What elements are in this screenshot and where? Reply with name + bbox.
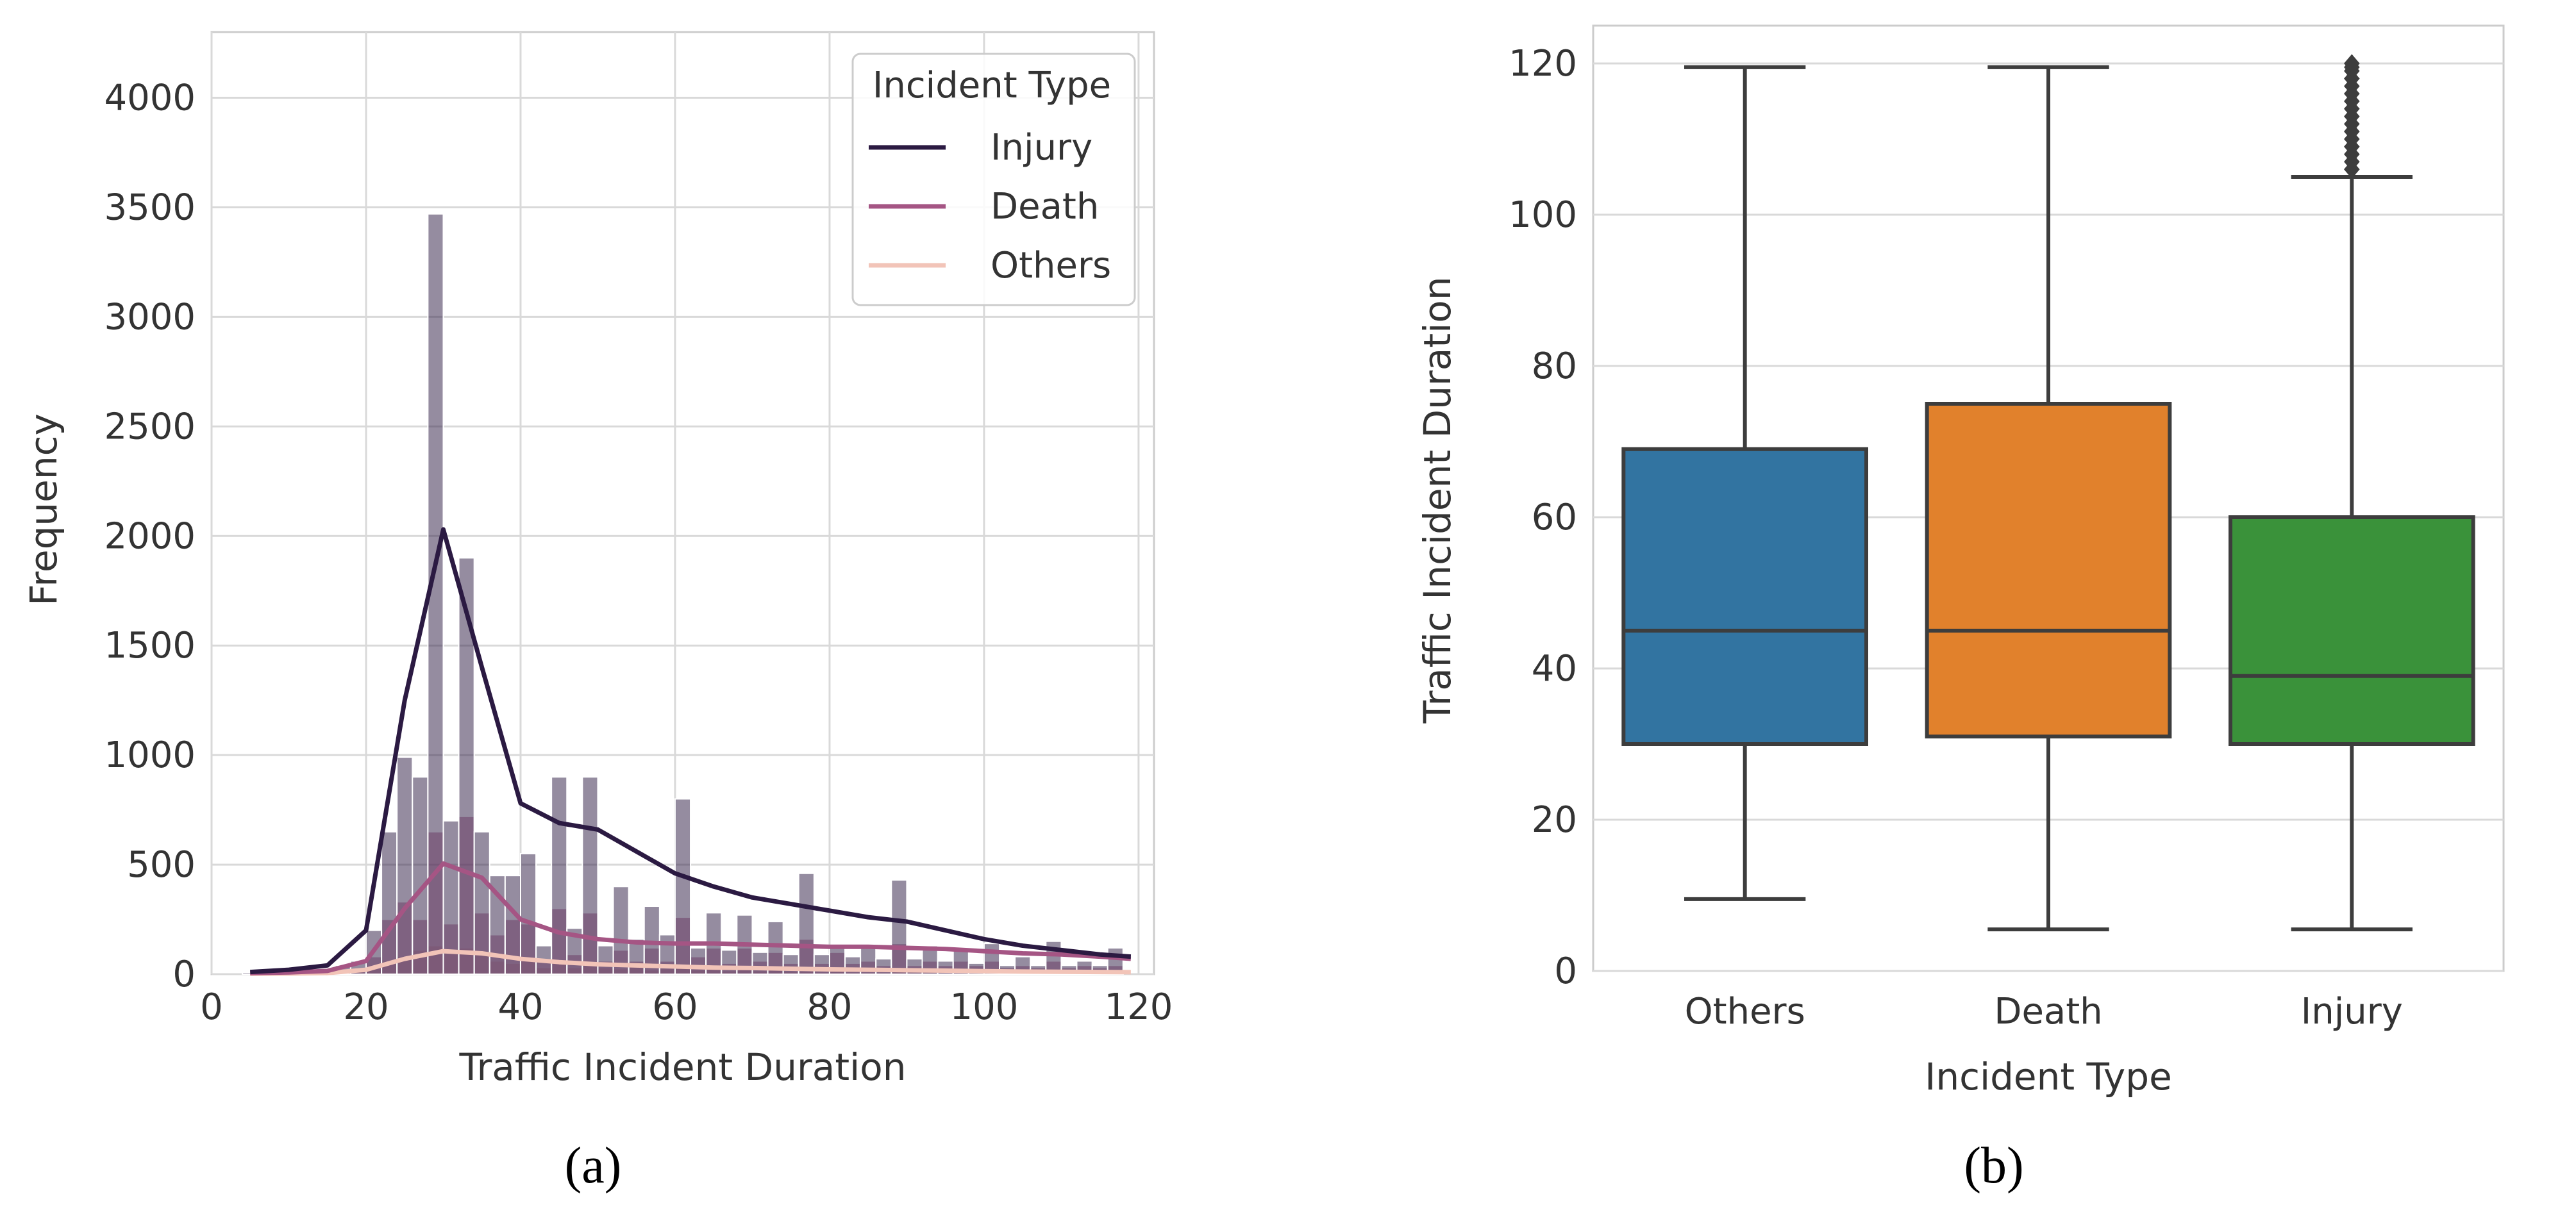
panel-b-caption: (b) — [1964, 1138, 2023, 1194]
y-tick-label: 2000 — [104, 515, 196, 557]
legend-title: Incident Type — [873, 65, 1111, 106]
boxplot-y-axis-label: Traffic Incident Duration — [1416, 277, 1459, 724]
box-injury — [2229, 54, 2475, 932]
histogram-bar — [519, 852, 537, 975]
y-tick-label: 2500 — [104, 406, 196, 447]
box-death — [1925, 65, 2172, 932]
x-tick-label: Others — [1685, 991, 1805, 1032]
histogram-bar — [581, 776, 599, 975]
x-tick-label: 80 — [807, 986, 852, 1028]
histogram-bar — [767, 920, 784, 975]
outlier-point — [2344, 54, 2360, 73]
x-tick-label: 60 — [652, 986, 698, 1028]
histogram-bar — [1107, 947, 1124, 975]
histogram-bar — [612, 886, 630, 975]
histogram-bar — [891, 879, 908, 975]
legend-label-injury: Injury — [991, 127, 1092, 169]
histogram-bar — [628, 938, 645, 975]
y-tick-label: 60 — [1532, 497, 1577, 538]
iqr-box — [2229, 515, 2475, 746]
kde-line-others — [250, 949, 1131, 976]
histogram-y-ticks: 0 500 1000 1500 2000 2500 3000 3500 4000 — [104, 78, 196, 995]
boxplot-panel: Others Death Injury 0 20 40 60 80 100 120 Incide… — [1416, 24, 2505, 1194]
legend-entries: Injury Death Others — [869, 127, 1111, 286]
x-tick-label: 0 — [200, 986, 223, 1028]
iqr-box — [1925, 402, 2172, 739]
boxplot-boxes — [1621, 54, 2475, 932]
y-tick-label: 40 — [1532, 648, 1577, 690]
y-tick-label: 20 — [1532, 799, 1577, 841]
x-tick-label: 20 — [343, 986, 389, 1028]
x-tick-label: 100 — [949, 986, 1018, 1028]
histogram-y-axis-label: Frequency — [22, 413, 65, 606]
histogram-bar — [782, 954, 799, 975]
x-tick-label: Injury — [2301, 991, 2403, 1032]
histogram-bar — [381, 831, 398, 975]
histogram-bar — [396, 756, 414, 975]
histogram-x-axis-label: Traffic Incident Duration — [459, 1045, 907, 1089]
y-tick-label: 1500 — [104, 625, 196, 667]
histogram-bar — [690, 947, 707, 975]
y-tick-label: 500 — [127, 844, 196, 886]
panel-a-caption: (a) — [565, 1138, 622, 1194]
histogram-bar — [442, 820, 460, 975]
y-tick-label: 3500 — [104, 187, 196, 228]
y-tick-label: 4000 — [104, 78, 196, 119]
histogram-bar — [721, 949, 738, 975]
histogram-bar — [674, 798, 692, 975]
histogram-bar — [1045, 940, 1062, 975]
histogram-x-ticks: 0 20 40 60 80 100 120 — [200, 986, 1173, 1028]
legend-frame — [851, 53, 1136, 306]
histogram-bar — [473, 831, 490, 975]
histogram-bar — [597, 945, 614, 975]
boxplot-x-ticks: Others Death Injury — [1685, 991, 2403, 1032]
histogram-bar — [751, 951, 769, 975]
x-tick-label: 120 — [1104, 986, 1173, 1028]
histogram-kde-lines — [250, 527, 1132, 976]
y-tick-label: 100 — [1509, 194, 1577, 236]
x-tick-label: 40 — [498, 986, 543, 1028]
kde-line-injury — [250, 527, 1132, 975]
histogram-panel: 0 20 40 60 80 100 120 0 500 1000 1500 2000 2500 3000… — [22, 31, 1173, 1194]
y-tick-label: 0 — [172, 954, 196, 995]
y-tick-label: 1000 — [104, 734, 196, 776]
y-tick-label: 120 — [1509, 43, 1577, 85]
iqr-box — [1621, 447, 1868, 746]
histogram-bar — [412, 776, 429, 975]
x-tick-label: Death — [1994, 991, 2102, 1032]
boxplot-y-ticks: 0 20 40 60 80 100 120 — [1509, 43, 1577, 992]
boxplot-x-axis-label: Incident Type — [1925, 1055, 2172, 1099]
y-tick-label: 3000 — [104, 296, 196, 338]
histogram-bar — [551, 776, 568, 975]
box-others — [1621, 65, 1868, 901]
histogram-bar — [798, 872, 815, 975]
histogram-legend: Incident Type Injury Death Others — [851, 53, 1136, 306]
y-tick-label: 80 — [1532, 345, 1577, 387]
legend-label-death: Death — [991, 186, 1099, 228]
legend-label-others: Others — [991, 245, 1111, 286]
y-tick-label: 0 — [1554, 950, 1577, 992]
kde-line-death — [250, 861, 1132, 975]
